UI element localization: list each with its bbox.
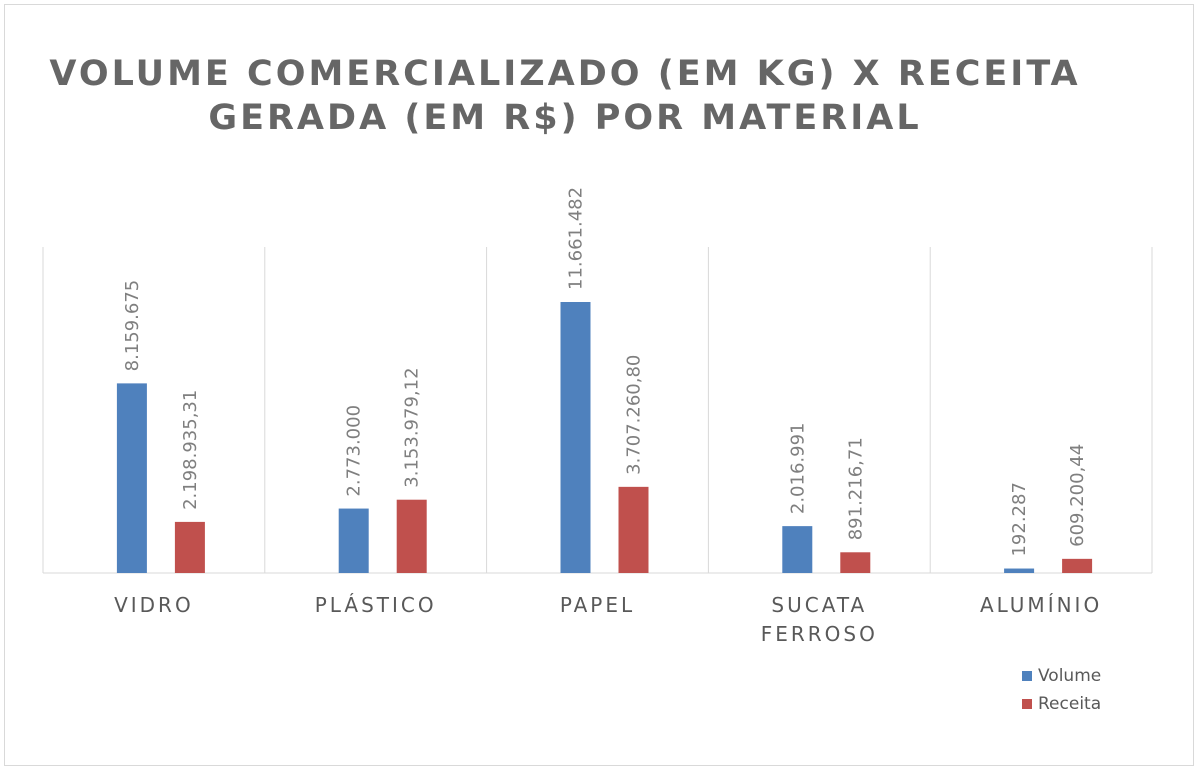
data-label: 3.707.260,80	[624, 355, 645, 475]
bar-volume	[1004, 568, 1035, 573]
category-label: VIDRO	[114, 593, 194, 617]
data-label: 11.661.482	[566, 187, 587, 290]
chart-frame	[4, 4, 1194, 766]
category-label: SUCATA	[771, 593, 867, 617]
bar-receita	[1062, 558, 1093, 573]
chart-title: VOLUME COMERCIALIZADO (EM KG) X RECEITA …	[49, 54, 1081, 138]
data-label: 2.016.991	[787, 423, 808, 515]
data-label: 8.159.675	[122, 280, 143, 372]
legend-label-receita: Receita	[1038, 694, 1102, 714]
legend-label-volume: Volume	[1038, 666, 1102, 686]
legend-item-receita: Receita	[1022, 690, 1101, 718]
category-label: FERROSO	[761, 622, 878, 646]
bar-receita	[840, 552, 871, 573]
bar-receita	[174, 521, 205, 573]
data-label: 609.200,44	[1067, 444, 1088, 547]
legend-swatch-volume	[1022, 671, 1032, 681]
data-label: 2.773.000	[344, 405, 365, 497]
bar-receita	[396, 499, 427, 573]
category-label: PLÁSTICO	[315, 593, 437, 617]
bar-volume	[782, 526, 813, 573]
data-label: 3.153.979,12	[402, 367, 423, 487]
data-label: 192.287	[1009, 482, 1030, 556]
bar-volume	[338, 508, 369, 573]
category-label: ALUMÍNIO	[980, 593, 1102, 617]
legend: Volume Receita	[1022, 662, 1101, 718]
legend-item-volume: Volume	[1022, 662, 1101, 690]
bar-volume	[116, 383, 147, 573]
category-label: PAPEL	[560, 593, 635, 617]
data-label: 891.216,71	[845, 437, 866, 540]
legend-swatch-receita	[1022, 699, 1032, 709]
bar-volume	[560, 302, 591, 573]
data-label: 2.198.935,31	[180, 390, 201, 510]
bar-receita	[618, 486, 649, 573]
